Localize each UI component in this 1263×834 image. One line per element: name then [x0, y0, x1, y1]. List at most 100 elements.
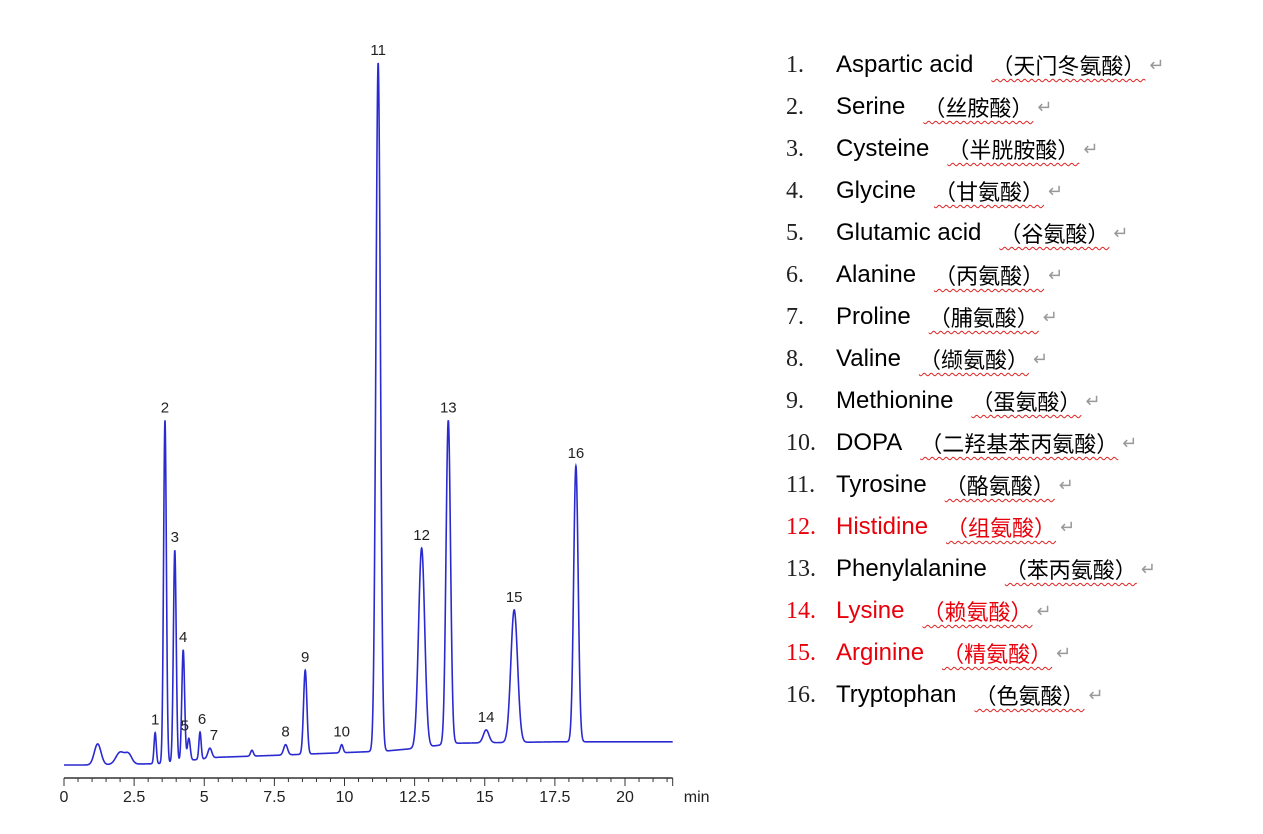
legend-item: 5. Glutamic acid （谷氨酸） ↵ — [786, 212, 1165, 254]
legend-item: 13. Phenylalanine （苯丙氨酸） ↵ — [786, 548, 1165, 590]
legend-item: 3. Cysteine （半胱胺酸） ↵ — [786, 128, 1165, 170]
paragraph-mark-icon: ↵ — [1048, 180, 1064, 201]
x-tick-label: 10 — [336, 789, 354, 806]
x-tick-label: 0 — [60, 789, 69, 806]
legend-name: Lysine — [836, 597, 905, 624]
peak-label-1: 1 — [151, 712, 159, 729]
legend-item: 11. Tyrosine （酪氨酸） ↵ — [786, 464, 1165, 506]
legend-chinese-name: （脯氨酸） — [928, 307, 1039, 332]
x-axis: 0 2.5 5 7.5 10 12.5 15 17.5 20 min — [60, 777, 710, 806]
legend-chinese-name: （蛋氨酸） — [971, 391, 1082, 416]
x-tick-label: 12.5 — [399, 789, 430, 806]
peak-label-5: 5 — [181, 717, 189, 734]
legend-name: Phenylalanine — [836, 555, 987, 582]
legend-chinese-name: （谷氨酸） — [999, 223, 1110, 248]
legend-number: 16. — [786, 681, 816, 708]
legend-item: 10. DOPA （二羟基苯丙氨酸） ↵ — [786, 422, 1165, 464]
legend-chinese-name: （丙氨酸） — [934, 265, 1045, 290]
peak-label-2: 2 — [161, 399, 169, 416]
legend-number: 14. — [786, 597, 816, 624]
legend-name: Glutamic acid — [836, 219, 982, 246]
x-tick-label: 7.5 — [263, 789, 285, 806]
legend-number: 15. — [786, 639, 816, 666]
legend-name: Tyrosine — [836, 471, 927, 498]
legend-name: Alanine — [836, 261, 917, 288]
legend-chinese-name: （二羟基苯丙氨酸） — [920, 433, 1119, 458]
legend-number: 3. — [786, 135, 804, 162]
peak-label-16: 16 — [568, 445, 585, 462]
legend-number: 10. — [786, 429, 816, 456]
legend-chinese-name: （丝胺酸） — [923, 97, 1034, 122]
legend-name: Aspartic acid — [836, 51, 974, 78]
paragraph-mark-icon: ↵ — [1083, 138, 1099, 159]
x-tick-label: 15 — [476, 789, 494, 806]
legend-item: 4. Glycine （甘氨酸） ↵ — [786, 170, 1165, 212]
legend-number: 11. — [786, 471, 816, 498]
legend-name: Valine — [836, 345, 901, 372]
paragraph-mark-icon: ↵ — [1036, 600, 1052, 621]
legend-number: 9. — [786, 387, 804, 414]
peak-label-4: 4 — [179, 629, 187, 646]
legend-number: 13. — [786, 555, 816, 582]
paragraph-mark-icon: ↵ — [1037, 96, 1053, 117]
paragraph-mark-icon: ↵ — [1122, 432, 1138, 453]
legend-chinese-name: （赖氨酸） — [922, 601, 1033, 626]
chromatogram-trace — [64, 62, 673, 766]
legend-chinese-name: （精氨酸） — [942, 643, 1053, 668]
x-tick-label: 5 — [200, 789, 209, 806]
legend-name: Histidine — [836, 513, 929, 540]
peak-label-12: 12 — [413, 527, 430, 544]
peak-label-7: 7 — [210, 727, 218, 744]
peak-label-10: 10 — [333, 724, 350, 741]
peak-label-11: 11 — [370, 42, 386, 59]
legend-name: Methionine — [836, 387, 954, 414]
legend-name: Cysteine — [836, 135, 930, 162]
peak-label-13: 13 — [440, 399, 457, 416]
legend-name: Glycine — [836, 177, 917, 204]
legend-chinese-name: （组氨酸） — [946, 517, 1057, 542]
legend-item: 15. Arginine （精氨酸） ↵ — [786, 632, 1165, 674]
legend-chinese-name: （酪氨酸） — [944, 475, 1055, 500]
legend-item: 1. Aspartic acid （天门冬氨酸） ↵ — [786, 44, 1165, 86]
legend-item: 9. Methionine （蛋氨酸） ↵ — [786, 380, 1165, 422]
paragraph-mark-icon: ↵ — [1140, 558, 1156, 579]
legend-item: 2. Serine （丝胺酸） ↵ — [786, 86, 1165, 128]
legend-item: 12. Histidine （组氨酸） ↵ — [786, 506, 1165, 548]
peak-label-9: 9 — [301, 649, 309, 666]
legend-chinese-name: （苯丙氨酸） — [1004, 559, 1137, 584]
legend-item: 14. Lysine （赖氨酸） ↵ — [786, 590, 1165, 632]
legend-item: 7. Proline （脯氨酸） ↵ — [786, 296, 1165, 338]
legend-chinese-name: （天门冬氨酸） — [991, 55, 1146, 80]
legend-number: 4. — [786, 177, 804, 204]
legend-name: Serine — [836, 93, 906, 120]
paragraph-mark-icon: ↵ — [1088, 684, 1104, 705]
legend-number: 2. — [786, 93, 804, 120]
legend-number: 5. — [786, 219, 804, 246]
peak-label-6: 6 — [198, 711, 206, 728]
legend-item: 6. Alanine （丙氨酸） ↵ — [786, 254, 1165, 296]
paragraph-mark-icon: ↵ — [1032, 348, 1049, 369]
paragraph-mark-icon: ↵ — [1042, 306, 1058, 327]
x-tick-label: 20 — [616, 789, 634, 806]
x-tick-label: 2.5 — [123, 789, 145, 806]
peak-label-8: 8 — [281, 724, 289, 741]
legend-name: Arginine — [836, 639, 925, 666]
peak-label-14: 14 — [478, 709, 495, 726]
legend-name: DOPA — [836, 429, 903, 456]
legend-number: 1. — [786, 51, 804, 78]
legend-number: 12. — [786, 513, 816, 540]
peak-legend-list: 1. Aspartic acid （天门冬氨酸） ↵ 2. Serine （丝胺酸） ↵ 3. C… — [786, 44, 1165, 716]
legend-chinese-name: （缬氨酸） — [918, 349, 1029, 374]
paragraph-mark-icon: ↵ — [1056, 642, 1072, 663]
paragraph-mark-icon: ↵ — [1048, 264, 1064, 285]
x-tick-label: 17.5 — [539, 789, 570, 806]
paragraph-mark-icon: ↵ — [1060, 516, 1076, 537]
legend-number: 8. — [786, 345, 804, 372]
legend-chinese-name: （半胱胺酸） — [947, 139, 1080, 164]
paragraph-mark-icon: ↵ — [1149, 54, 1165, 75]
x-axis-label: min — [684, 789, 710, 806]
paragraph-mark-icon: ↵ — [1085, 390, 1101, 411]
paragraph-mark-icon: ↵ — [1058, 474, 1074, 495]
